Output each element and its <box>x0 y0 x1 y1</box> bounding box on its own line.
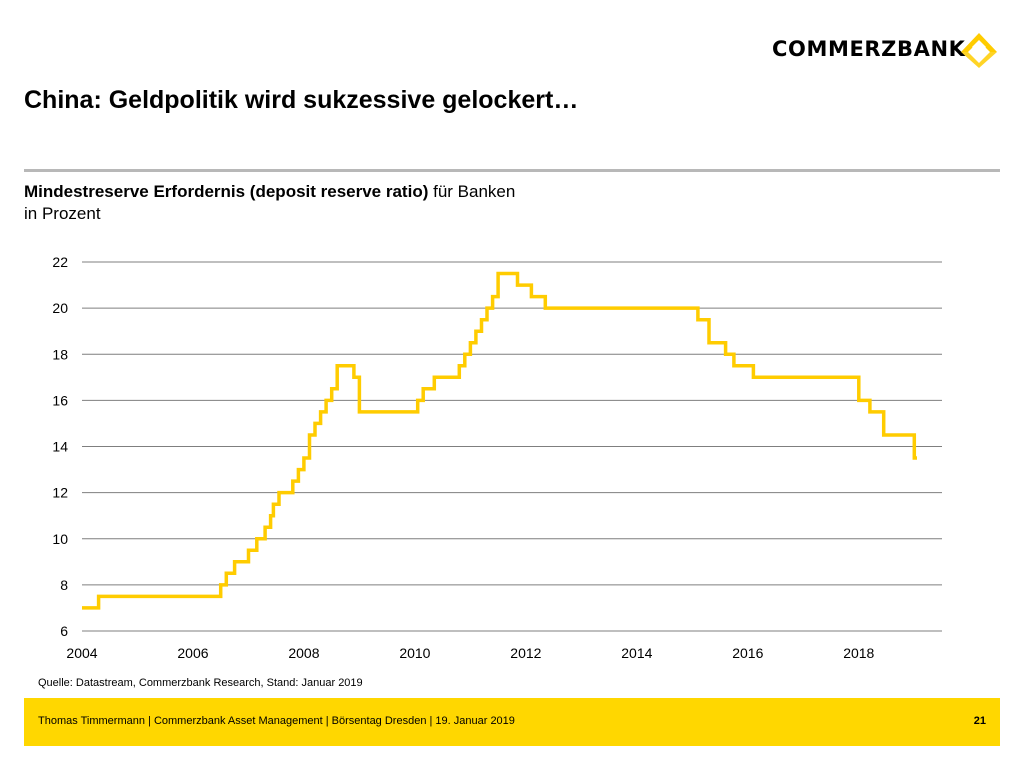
y-tick-label: 20 <box>52 300 68 316</box>
x-tick-label: 2014 <box>621 645 652 661</box>
title-divider <box>24 169 1000 172</box>
series-line-0 <box>82 271 917 610</box>
chart-subtitle-rest: für Banken <box>428 182 516 201</box>
y-tick-label: 8 <box>60 577 68 593</box>
y-tick-label: 10 <box>52 531 68 547</box>
logo-text: COMMERZBANK <box>772 37 966 61</box>
y-tick-label: 14 <box>52 439 68 455</box>
chart-unit: in Prozent <box>24 204 101 223</box>
x-tick-label: 2010 <box>399 645 430 661</box>
chart-subtitle-bold: Mindestreserve Erfordernis (deposit rese… <box>24 182 429 201</box>
footer-text: Thomas Timmermann | Commerzbank Asset Ma… <box>38 715 515 727</box>
x-tick-label: 2012 <box>510 645 541 661</box>
y-tick-label: 22 <box>52 254 68 270</box>
page-number: 21 <box>973 715 986 727</box>
x-tick-label: 2004 <box>66 645 97 661</box>
source-note: Quelle: Datastream, Commerzbank Research… <box>38 677 363 689</box>
y-tick-label: 16 <box>52 392 68 408</box>
x-tick-label: 2008 <box>288 645 319 661</box>
x-tick-label: 2006 <box>177 645 208 661</box>
y-tick-label: 18 <box>52 346 68 362</box>
chart-subtitle: Mindestreserve Erfordernis (deposit rese… <box>24 181 515 225</box>
x-tick-label: 2018 <box>843 645 874 661</box>
page-title: China: Geldpolitik wird sukzessive geloc… <box>24 86 579 114</box>
footer-bar: Thomas Timmermann | Commerzbank Asset Ma… <box>24 698 1000 746</box>
x-tick-label: 2016 <box>732 645 763 661</box>
y-tick-label: 12 <box>52 485 68 501</box>
y-tick-label: 6 <box>60 623 68 639</box>
commerzbank-ribbon-icon <box>961 33 997 68</box>
